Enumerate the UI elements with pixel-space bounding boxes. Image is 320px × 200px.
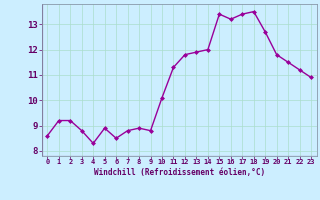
X-axis label: Windchill (Refroidissement éolien,°C): Windchill (Refroidissement éolien,°C) [94,168,265,177]
